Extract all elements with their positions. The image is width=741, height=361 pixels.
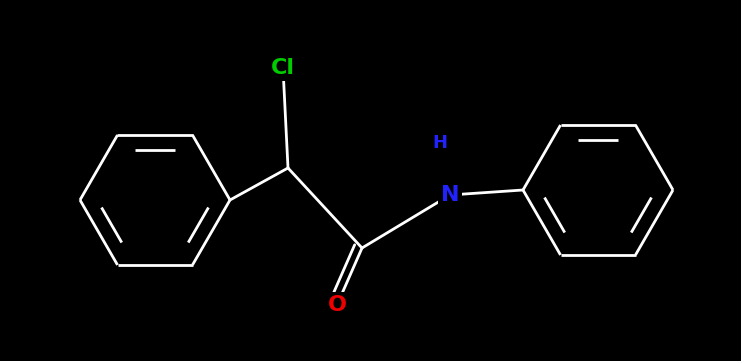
Text: Cl: Cl xyxy=(271,58,295,78)
Text: O: O xyxy=(328,295,347,315)
Text: H: H xyxy=(433,134,448,152)
Text: N: N xyxy=(441,185,459,205)
